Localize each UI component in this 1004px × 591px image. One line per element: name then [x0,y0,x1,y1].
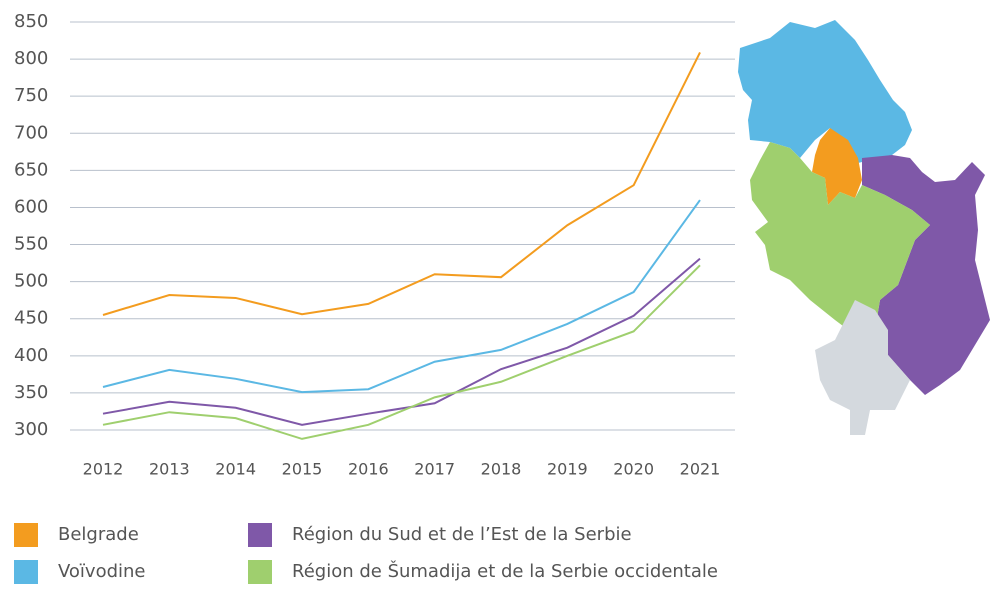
y-tick-label: 700 [14,122,48,143]
map-sud-est [862,155,990,395]
legend-label: Région du Sud et de l’Est de la Serbie [292,524,632,545]
legend-label: Région de Šumadija et de la Serbie occid… [292,560,718,582]
x-tick-label: 2014 [215,460,256,479]
map-kosovo [815,300,910,435]
legend-swatch [14,523,38,547]
x-tick-label: 2017 [414,460,455,479]
x-tick-label: 2018 [481,460,522,479]
y-tick-label: 750 [14,85,48,106]
x-tick-label: 2015 [282,460,323,479]
legend-label: Voïvodine [58,561,146,582]
y-tick-label: 450 [14,308,48,329]
series-line [102,264,701,440]
legend-swatch [248,523,272,547]
y-tick-label: 550 [14,234,48,255]
x-tick-label: 2016 [348,460,389,479]
legend-swatch [14,560,38,584]
map-voivodine [738,20,912,165]
series-line [102,51,701,316]
map-belgrade [812,128,862,205]
legend-swatch [248,560,272,584]
y-tick-label: 600 [14,196,48,217]
x-tick-label: 2012 [83,460,124,479]
y-tick-label: 300 [14,419,48,440]
y-tick-label: 400 [14,345,48,366]
y-tick-label: 800 [14,48,48,69]
map [738,20,990,435]
series-line [102,257,701,426]
x-tick-label: 2021 [680,460,721,479]
y-tick-label: 650 [14,159,48,180]
x-tick-label: 2013 [149,460,190,479]
x-tick-label: 2020 [613,460,654,479]
series-line [102,199,701,394]
y-tick-label: 500 [14,271,48,292]
legend-label: Belgrade [58,524,139,545]
x-tick-label: 2019 [547,460,588,479]
y-tick-label: 350 [14,382,48,403]
map-sumadija [750,142,930,335]
y-tick-label: 850 [14,11,48,32]
